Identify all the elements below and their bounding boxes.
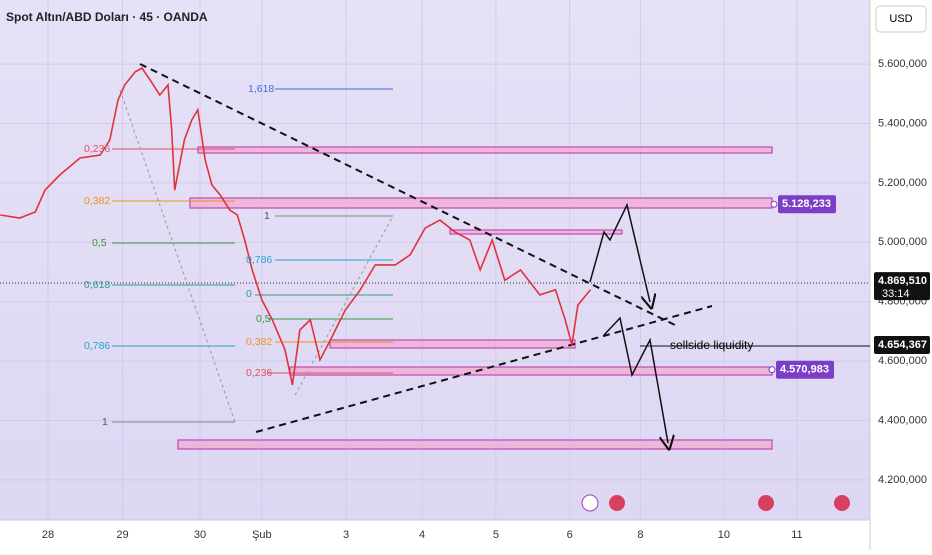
x-tick-label: 28 [42, 529, 54, 541]
countdown: 33:14 [882, 288, 910, 300]
projection [589, 202, 668, 443]
plot-area [0, 0, 870, 520]
zone [177, 439, 773, 450]
zone [197, 146, 773, 154]
fib-label: 1 [102, 416, 108, 428]
fib-lines [112, 88, 394, 423]
y-tick-label: 5.600,000 [878, 58, 927, 70]
arrow [589, 202, 650, 302]
currency[interactable]: USD [889, 13, 912, 25]
y-tick-label: 5.400,000 [878, 117, 927, 129]
x-tick-label: 5 [493, 529, 499, 541]
price-tag-label: 4.654,367 [878, 339, 927, 351]
y-tick-label: 4.400,000 [878, 414, 927, 426]
price-tag-label: 4.570,983 [780, 364, 829, 376]
fib-label: 1 [264, 210, 270, 222]
event-icon [581, 494, 599, 512]
price-tag [874, 335, 930, 354]
x-tick-label: 11 [791, 529, 802, 541]
fib-label: 0,236 [246, 367, 272, 379]
trendline [255, 305, 713, 433]
y-tick-label: 4.200,000 [878, 474, 927, 486]
event-icon [609, 495, 625, 511]
fib-label: 0,382 [84, 195, 110, 207]
fib-label: 0,618 [84, 279, 110, 291]
y-tick-label: 5.000,000 [878, 236, 927, 248]
fib-label: 0 [246, 288, 252, 300]
annotation: sellside liquidity [670, 338, 753, 352]
price-line [0, 66, 592, 386]
chart-title: Spot Altın/ABD Doları · 45 · OANDA [6, 10, 208, 24]
tag-anchor [770, 200, 778, 208]
fib-diagonal [294, 215, 394, 396]
x-tick-label: 3 [343, 529, 349, 541]
event-icon [758, 495, 774, 511]
zone [189, 197, 773, 209]
x-tick-label: 4 [419, 529, 425, 541]
x-tick-label: 29 [116, 529, 128, 541]
price-tag-label: 5.128,233 [782, 198, 831, 210]
x-tick-label: 30 [194, 529, 206, 541]
events [581, 494, 850, 512]
zone [329, 339, 576, 349]
fib-label: 0,5 [256, 313, 271, 325]
price-tag [874, 272, 930, 301]
fib-label: 0,786 [84, 340, 110, 352]
x-tick-label: 10 [718, 529, 730, 541]
fib-diagonal [119, 89, 236, 423]
fib-label: 0,382 [246, 336, 272, 348]
x-tick-label: 8 [637, 529, 643, 541]
tag-anchor [768, 366, 776, 374]
trendlines [139, 63, 713, 433]
time-axis [0, 520, 870, 550]
event-icon [834, 495, 850, 511]
y-tick-label: 5.200,000 [878, 177, 927, 189]
fib-label: 0,786 [246, 254, 272, 266]
x-tick-label: 6 [567, 529, 573, 541]
y-tick-label: 4.600,000 [878, 355, 927, 367]
fib-label: 0,236 [84, 143, 110, 155]
price-tag-label: 4.869,510 [878, 275, 927, 287]
trendline [139, 63, 676, 326]
zone [289, 366, 773, 376]
fib-label: 0,5 [92, 237, 107, 249]
arrow [603, 316, 668, 443]
price-tag [778, 195, 836, 214]
x-tick-label: Şub [252, 529, 272, 541]
fib-label: 1,618 [248, 83, 274, 95]
price-tag [776, 360, 834, 379]
currency-button[interactable] [875, 5, 927, 33]
zone [449, 229, 623, 235]
